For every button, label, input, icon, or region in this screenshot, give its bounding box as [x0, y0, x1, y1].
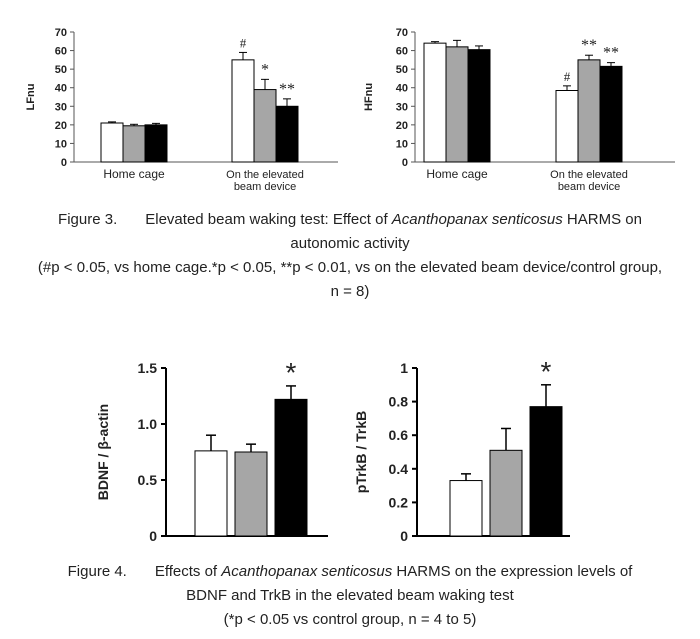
hfnu-y-tick-label: 30	[396, 101, 408, 113]
figure4-caption-post: HARMS on the expression levels of	[392, 563, 633, 580]
hfnu-group-label: On the elevated	[550, 169, 628, 181]
bdnf-y-axis-label: BDNF / β-actin	[95, 404, 111, 500]
trkb-y-tick-label: 0.2	[389, 494, 409, 510]
lfnu-bar	[144, 124, 168, 163]
lfnu-y-tick-label: 50	[55, 64, 67, 76]
lfnu-y-tick-label: 70	[55, 27, 67, 39]
figure3-species: Acanthopanax senticosus	[391, 211, 563, 228]
figure3-caption: Figure 3. Elevated beam waking test: Effe…	[0, 208, 700, 304]
figure4-caption: Figure 4. Effects of Acanthopanax sentico…	[0, 560, 700, 632]
trkb-bar	[529, 406, 563, 537]
bdnf-significance-mark: *	[286, 357, 297, 388]
lfnu-y-tick-label: 20	[55, 120, 67, 132]
figure4-note-line1: (*p < 0.05 vs control group, n = 4 to 5)	[223, 611, 477, 628]
lfnu-y-tick-label: 40	[55, 83, 67, 95]
hfnu-significance-mark: **	[581, 37, 597, 54]
figure3-caption-line2: autonomic activity	[290, 235, 410, 252]
bdnf-bar	[194, 450, 228, 537]
bdnf-bar	[274, 398, 308, 537]
figure4-caption-line1: Figure 4. Effects of Acanthopanax sentico…	[0, 560, 700, 584]
figure4-caption-line2: BDNF and TrkB in the elevated beam wakin…	[186, 587, 514, 604]
hfnu-y-tick-label: 60	[396, 46, 408, 58]
hfnu-bar	[555, 90, 579, 163]
figure3-caption-post: HARMS on	[562, 211, 642, 228]
bdnf-y-tick-label: 0	[149, 528, 157, 544]
lfnu-y-tick-label: 60	[55, 46, 67, 58]
figure3-note-line2: n = 8)	[330, 283, 370, 300]
trkb-y-tick-label: 0	[400, 528, 408, 544]
bdnf-y-tick-label: 1.0	[138, 416, 158, 432]
figure3-label: Figure 3.	[58, 211, 118, 228]
lfnu-bar	[275, 105, 299, 163]
lfnu-bar	[122, 125, 146, 163]
trkb-y-tick-label: 1	[400, 360, 408, 376]
lfnu-significance-mark: **	[279, 81, 295, 98]
figure3-caption-pre: Elevated beam waking test: Effect of	[145, 211, 392, 228]
trkb-significance-mark: *	[541, 356, 552, 387]
hfnu-group-label: Home cage	[426, 167, 488, 181]
hfnu-bar-chart: 0 10 20 30 40 50 60 70 HFnu Home cage # ** ** On the …	[363, 27, 675, 193]
lfnu-y-tick-label: 30	[55, 101, 67, 113]
lfnu-y-axis-label: LFnu	[25, 84, 37, 111]
hfnu-y-tick-label: 40	[396, 83, 408, 95]
lfnu-bar	[253, 89, 277, 163]
hfnu-y-tick-label: 70	[396, 27, 408, 39]
hfnu-significance-mark: **	[603, 45, 619, 62]
figure4-caption-pre: Effects of	[154, 563, 222, 580]
trkb-y-tick-label: 0.8	[389, 394, 409, 410]
hfnu-bar	[599, 65, 623, 163]
hfnu-y-tick-label: 20	[396, 120, 408, 132]
trkb-y-tick-label: 0.6	[389, 427, 409, 443]
lfnu-significance-mark: #	[240, 35, 247, 50]
lfnu-group-label: Home cage	[103, 167, 165, 181]
lfnu-group-label: On the elevated	[226, 169, 304, 181]
bdnf-y-tick-label: 0.5	[138, 472, 158, 488]
lfnu-significance-mark: *	[261, 61, 269, 78]
hfnu-bar	[423, 42, 447, 163]
figure3-note-line1: (#p < 0.05, vs home cage.*p < 0.05, **p …	[37, 259, 663, 276]
hfnu-y-tick-label: 0	[402, 157, 408, 169]
bdnf-bar-chart: 0 0.5 1.0 1.5 BDNF / β-actin *	[95, 357, 328, 544]
hfnu-bar	[445, 46, 469, 163]
hfnu-group-label: beam device	[558, 181, 620, 193]
hfnu-bar	[467, 49, 491, 163]
hfnu-y-axis-label: HFnu	[363, 83, 375, 111]
hfnu-significance-mark: #	[564, 69, 571, 84]
figure3-caption-line1: Figure 3. Elevated beam waking test: Effe…	[0, 208, 700, 232]
trkb-bar	[489, 449, 523, 537]
bdnf-y-tick-label: 1.5	[138, 360, 158, 376]
hfnu-y-tick-label: 10	[396, 138, 408, 150]
figure4-species: Acanthopanax senticosus	[221, 563, 393, 580]
lfnu-y-tick-label: 10	[55, 138, 67, 150]
figure4-label: Figure 4.	[67, 563, 127, 580]
hfnu-bar	[577, 59, 601, 163]
lfnu-bar	[231, 59, 255, 163]
trkb-bar	[449, 480, 483, 537]
bdnf-bar	[234, 451, 268, 537]
trkb-bar-chart: 0 0.2 0.4 0.6 0.8 1 pTrkB / TrkB *	[353, 356, 570, 544]
lfnu-y-tick-label: 0	[61, 157, 67, 169]
lfnu-group-label: beam device	[234, 181, 296, 193]
trkb-y-axis-label: pTrkB / TrkB	[353, 411, 369, 493]
hfnu-y-tick-label: 50	[396, 64, 408, 76]
trkb-y-tick-label: 0.4	[389, 461, 409, 477]
lfnu-bar	[100, 122, 124, 163]
